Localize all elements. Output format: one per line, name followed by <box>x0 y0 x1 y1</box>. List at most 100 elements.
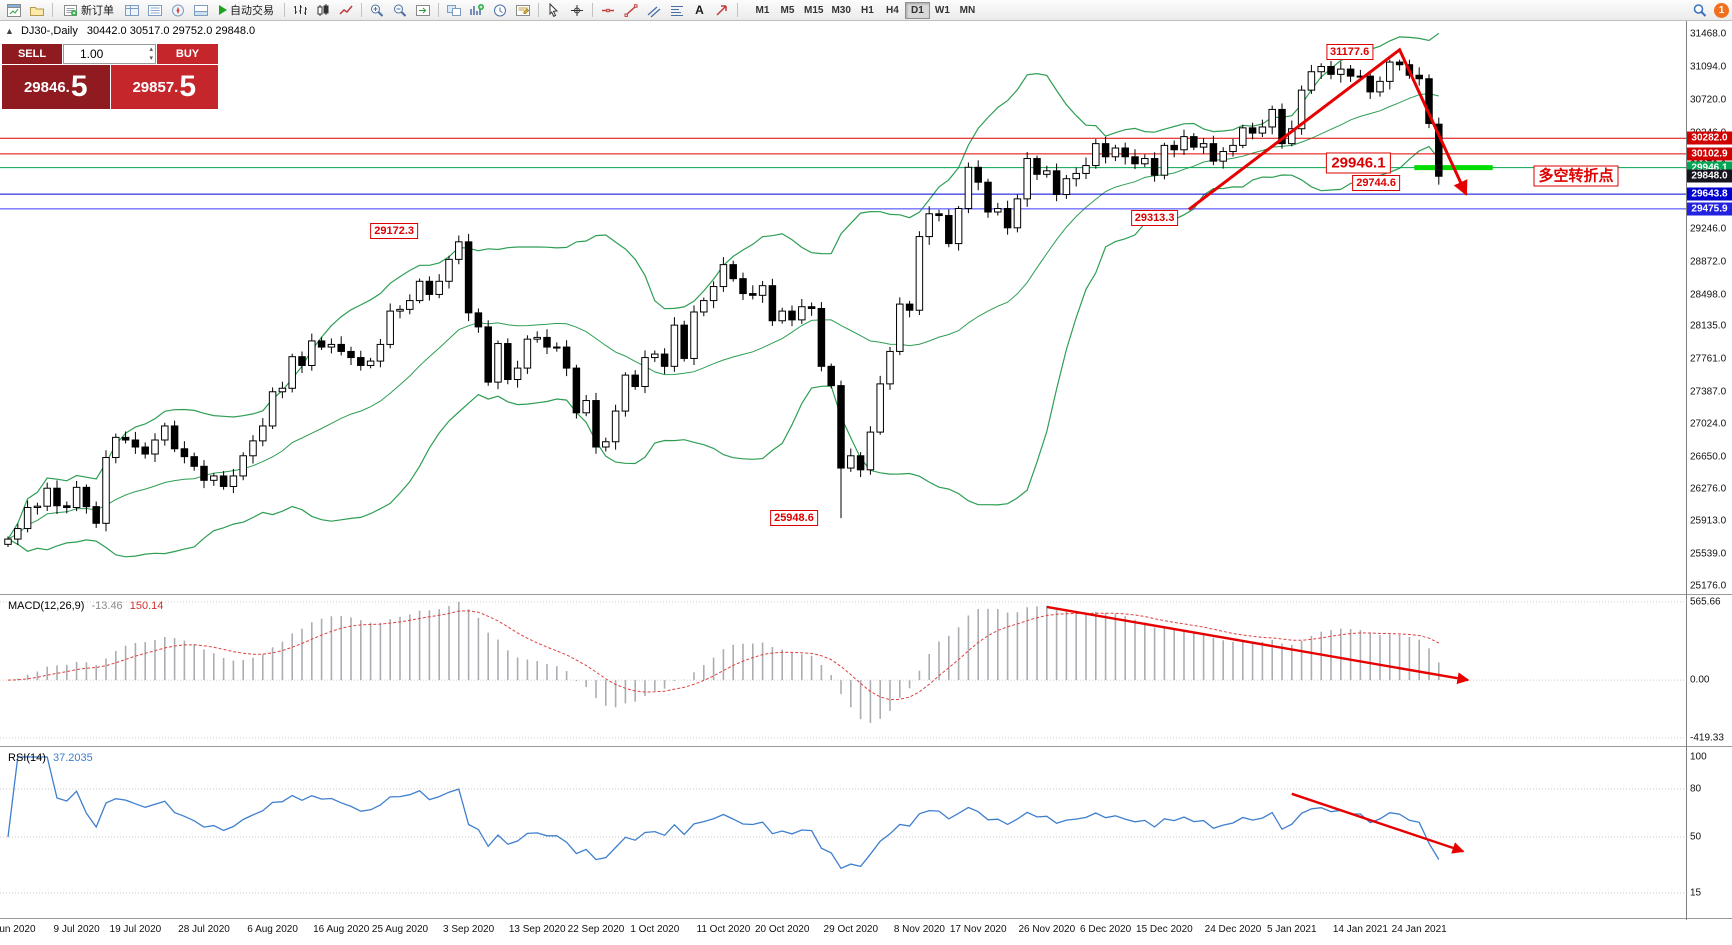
price-axis-tick: 28872.0 <box>1690 256 1727 268</box>
rsi-layer <box>0 756 1686 894</box>
horizontal-line-button[interactable] <box>597 1 619 19</box>
price-axis-badge: 29475.9 <box>1687 202 1732 216</box>
macd-axis-tick: 565.66 <box>1690 596 1721 608</box>
macd-axis-tick: 0.00 <box>1690 674 1710 686</box>
auto-scroll-button[interactable] <box>412 1 434 19</box>
toolbar-separator <box>592 3 593 17</box>
date-axis-label: 8 Nov 2020 <box>893 924 945 935</box>
chart-ohlc: 30442.0 30517.0 29752.0 29848.0 <box>86 25 256 37</box>
macd-layer <box>0 601 1686 739</box>
rsi-name: RSI(14) <box>8 752 46 764</box>
cursor-icon <box>549 2 559 17</box>
annotation-label[interactable]: 25948.6 <box>770 510 818 527</box>
timeframe-mn[interactable]: MN <box>955 2 980 19</box>
date-axis-label: 25 Aug 2020 <box>371 924 429 935</box>
text-tool-button[interactable]: A <box>689 1 710 19</box>
templates-button[interactable] <box>512 1 534 19</box>
price-axis-badge: 30102.9 <box>1687 147 1732 161</box>
templates-icon <box>516 4 530 16</box>
price-axis-tick: 31468.0 <box>1690 28 1727 40</box>
periods-icon <box>494 4 506 16</box>
cursor-button[interactable] <box>543 1 565 19</box>
crosshair-button[interactable] <box>566 1 588 19</box>
annotation-label[interactable]: 29313.3 <box>1130 209 1179 226</box>
date-axis-label: 16 Aug 2020 <box>313 924 370 935</box>
spin-up-icon[interactable]: ▴ <box>149 46 153 53</box>
timeframe-m5[interactable]: M5 <box>775 2 800 19</box>
search-button[interactable] <box>1689 1 1711 19</box>
timeframe-d1[interactable]: D1 <box>904 1 930 19</box>
timeframe-m15[interactable]: M15 <box>800 2 827 19</box>
arrow-tool-button[interactable] <box>711 1 733 19</box>
new-chart-button[interactable] <box>3 1 25 19</box>
price-axis-badge: 30282.0 <box>1687 131 1732 145</box>
price-axis-tick: 25913.0 <box>1690 515 1727 527</box>
new-chart-icon <box>7 3 21 17</box>
equidistant-channel-button[interactable] <box>643 1 665 19</box>
bar-chart-button[interactable] <box>289 1 311 19</box>
annotation-label[interactable]: 29744.6 <box>1352 175 1400 192</box>
bar-chart-icon <box>294 4 307 15</box>
data-window-button[interactable] <box>144 1 166 19</box>
timeframe-w1[interactable]: W1 <box>930 2 955 19</box>
periods-button[interactable] <box>489 1 511 19</box>
date-axis-label: 22 Sep 2020 <box>567 924 625 935</box>
one-click-trading-panel: SELL 1.00 ▴ ▾ BUY 29846. 5 29857. 5 <box>2 44 218 109</box>
tile-windows-button[interactable] <box>443 1 465 19</box>
sell-button[interactable]: SELL <box>2 44 62 64</box>
overlay-layer <box>0 20 1732 920</box>
arrow-tool-icon <box>716 4 727 16</box>
chart-title: ▲ DJ30-,Daily 30442.0 30517.0 29752.0 29… <box>5 25 255 37</box>
candlestick-chart-icon <box>317 3 329 16</box>
candlestick-chart-button[interactable] <box>312 1 334 19</box>
annotation-label[interactable]: 31177.6 <box>1326 43 1374 60</box>
trendline-button[interactable] <box>620 1 642 19</box>
zoom-out-button[interactable] <box>389 1 411 19</box>
toolbar: 新订单 自动交易 <box>0 0 1732 21</box>
profiles-button[interactable] <box>26 1 48 19</box>
line-chart-button[interactable] <box>335 1 357 19</box>
annotation-label[interactable]: 29946.1 <box>1326 152 1391 174</box>
timeframe-m30[interactable]: M30 <box>827 2 854 19</box>
market-watch-button[interactable] <box>121 1 143 19</box>
date-axis-label: 6 Dec 2020 <box>1080 924 1132 935</box>
zoom-out-icon <box>394 4 407 17</box>
timeframe-h4[interactable]: H4 <box>880 2 905 19</box>
trendline-icon <box>624 3 638 17</box>
annotation-label[interactable]: 29172.3 <box>370 222 418 239</box>
zoom-in-button[interactable] <box>366 1 388 19</box>
autotrade-button[interactable]: 自动交易 <box>213 1 280 19</box>
buy-button[interactable]: BUY <box>157 44 218 64</box>
macd-signal-value: 150.14 <box>129 600 164 612</box>
price-axis-tick: 28498.0 <box>1690 289 1727 301</box>
notification-badge[interactable]: 1 <box>1714 2 1729 18</box>
one-click-collapse-icon[interactable]: ▲ <box>5 26 14 36</box>
buy-price-pips: 5 <box>179 70 197 103</box>
timeframe-m1[interactable]: M1 <box>750 2 775 19</box>
new-order-label: 新订单 <box>81 5 114 17</box>
timeframe-h1[interactable]: H1 <box>855 2 880 19</box>
price-axis-badge: 29643.8 <box>1687 187 1732 201</box>
date-axis-label: 15 Dec 2020 <box>1136 924 1193 935</box>
fibonacci-icon <box>671 5 683 16</box>
sell-price-button[interactable]: 29846. 5 <box>2 65 110 109</box>
toolbar-separator <box>438 3 439 17</box>
date-axis-label: 1 Oct 2020 <box>630 924 680 935</box>
date-axis-label: 9 Jul 2020 <box>53 924 100 935</box>
volume-spinner[interactable]: ▴ ▾ <box>149 45 153 63</box>
navigator-button[interactable] <box>167 1 189 19</box>
buy-price-button[interactable]: 29857. 5 <box>110 65 218 109</box>
volume-input[interactable]: 1.00 ▴ ▾ <box>63 44 156 64</box>
price-axis-tick: 26650.0 <box>1690 451 1727 463</box>
indicators-button[interactable] <box>466 1 488 19</box>
date-axis-label: 3 Sep 2020 <box>443 924 495 935</box>
annotation-label[interactable]: 多空转折点 <box>1533 165 1619 187</box>
terminal-button[interactable] <box>190 1 212 19</box>
new-order-icon <box>64 4 77 16</box>
fibonacci-button[interactable] <box>666 1 688 19</box>
price-axis-tick: 28135.0 <box>1690 320 1727 332</box>
price-axis-tick: 31094.0 <box>1690 61 1727 73</box>
spin-down-icon[interactable]: ▾ <box>149 55 153 62</box>
new-order-button[interactable]: 新订单 <box>57 1 120 19</box>
